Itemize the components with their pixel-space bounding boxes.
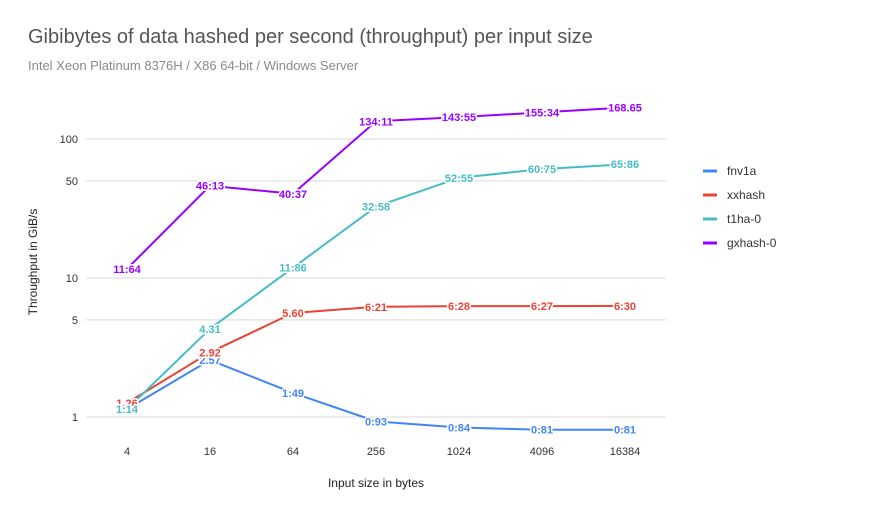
y-tick-label: 100 xyxy=(60,134,78,146)
data-label: 2.57 xyxy=(199,355,220,367)
x-tick-label: 64 xyxy=(287,446,299,458)
data-label: 11:86 xyxy=(279,263,307,275)
data-label-halo: 6:28 xyxy=(448,301,470,313)
data-label-halo: 60:75 xyxy=(528,164,556,176)
data-label: 40:37 xyxy=(279,189,307,201)
y-tick-label: 50 xyxy=(66,176,78,188)
y-tick-label: 1 xyxy=(72,412,78,424)
data-label: 1:14 xyxy=(116,404,139,416)
data-label-halo: 6:27 xyxy=(531,301,553,313)
data-label-halo: 6:21 xyxy=(365,302,387,314)
x-tick-label: 256 xyxy=(367,446,385,458)
x-tick-label: 4096 xyxy=(530,446,554,458)
data-label-halo: 2.92 xyxy=(199,347,220,359)
series-line-xxhash xyxy=(126,304,626,404)
data-label-halo: 143:55 xyxy=(442,112,476,124)
data-label-halo: 1:14 xyxy=(116,404,139,416)
data-label: 168.65 xyxy=(608,102,642,114)
data-label-halo: 6:30 xyxy=(614,301,636,313)
x-axis-title: Input size in bytes xyxy=(328,476,424,490)
data-label-halo: 65:86 xyxy=(611,159,639,171)
data-label-halo: 168.65 xyxy=(608,102,642,114)
x-tick-label: 4 xyxy=(124,446,130,458)
data-label: 11:64 xyxy=(113,264,141,276)
data-label: 143:55 xyxy=(442,112,476,124)
data-label: 0:81 xyxy=(531,425,553,437)
x-tick-label: 1024 xyxy=(447,446,471,458)
data-label-halo: 1.26 xyxy=(116,398,137,410)
y-tick-label: 10 xyxy=(66,273,78,285)
data-label-halo: 2.57 xyxy=(199,355,220,367)
data-label-halo: 155:34 xyxy=(525,107,560,119)
data-label: 5.60 xyxy=(282,308,303,320)
series-line-gxhash-0 xyxy=(126,106,626,270)
data-label: 6:30 xyxy=(614,301,636,313)
data-label: 4.31 xyxy=(199,324,220,336)
series-line-fnv1a xyxy=(126,359,625,431)
data-label-halo: 0:81 xyxy=(614,425,636,437)
y-tick-label: 5 xyxy=(72,315,78,327)
data-label: 134:11 xyxy=(359,116,393,128)
data-label: 6:27 xyxy=(531,301,553,313)
chart-subtitle: Intel Xeon Platinum 8376H / X86 64-bit /… xyxy=(28,58,359,73)
data-label-halo: 0:81 xyxy=(531,425,553,437)
data-label: 6:21 xyxy=(365,302,387,314)
data-label: 60:75 xyxy=(528,164,556,176)
data-label: 0:93 xyxy=(365,416,387,428)
data-label: 1:49 xyxy=(282,388,304,400)
data-label: 0:84 xyxy=(448,423,471,435)
data-label-halo: 11:64 xyxy=(113,264,141,276)
series-line-t1ha-0 xyxy=(126,163,626,410)
data-label: 155:34 xyxy=(525,107,560,119)
data-label: 2.92 xyxy=(199,347,220,359)
y-axis-title: Throughput in GiB/s xyxy=(26,209,40,316)
data-label-halo: 32:58 xyxy=(362,202,390,214)
data-label-halo: 0:84 xyxy=(448,423,471,435)
data-label: 52:55 xyxy=(445,173,473,185)
data-label: 46:13 xyxy=(196,181,224,193)
data-label-halo: 1:49 xyxy=(282,388,304,400)
data-label: 32:58 xyxy=(362,202,390,214)
x-tick-label: 16 xyxy=(204,446,216,458)
data-label-halo: 40:37 xyxy=(279,189,307,201)
data-label-halo: 134:11 xyxy=(359,116,393,128)
legend-entry: fnv1a xyxy=(727,164,757,178)
data-label: 6:28 xyxy=(448,301,470,313)
data-label-halo: 0:93 xyxy=(365,416,387,428)
chart-title: Gibibytes of data hashed per second (thr… xyxy=(28,26,593,48)
data-label: 0:81 xyxy=(614,425,636,437)
data-label-halo: 11:86 xyxy=(279,263,307,275)
legend-entry: t1ha-0 xyxy=(727,212,761,226)
legend-entry: xxhash xyxy=(727,188,765,202)
data-label-halo: 5.60 xyxy=(282,308,303,320)
data-label-halo: 52:55 xyxy=(445,173,473,185)
data-label: 65:86 xyxy=(611,159,639,171)
data-label: 1.26 xyxy=(116,398,137,410)
x-tick-label: 16384 xyxy=(610,446,641,458)
data-label-halo: 4.31 xyxy=(199,324,220,336)
legend-entry: gxhash-0 xyxy=(727,236,777,250)
data-label-halo: 46:13 xyxy=(196,181,224,193)
